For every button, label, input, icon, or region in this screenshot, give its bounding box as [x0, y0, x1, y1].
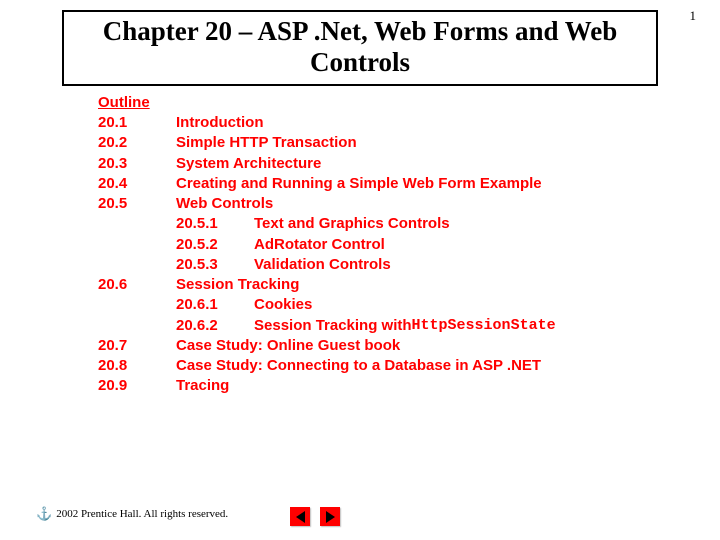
outline-item-label: System Architecture: [176, 154, 321, 174]
outline-item: 20.7Case Study: Online Guest book: [98, 336, 658, 356]
outline-item-label: Tracing: [176, 376, 229, 396]
outline-item: 20.6.2Session Tracking with HttpSessionS…: [98, 316, 658, 336]
outline-item: 20.5.3Validation Controls: [98, 255, 658, 275]
outline-item-label: Cookies: [254, 295, 312, 315]
outline-item-number: 20.6.1: [176, 295, 254, 315]
outline-item-label: Text and Graphics Controls: [254, 214, 450, 234]
outline-item: 20.8Case Study: Connecting to a Database…: [98, 356, 658, 376]
outline-item-label: Session Tracking with: [254, 316, 412, 336]
outline-item-label: Case Study: Online Guest book: [176, 336, 400, 356]
outline-item-number: 20.5: [98, 194, 176, 214]
title-box: Chapter 20 – ASP .Net, Web Forms and Web…: [62, 10, 658, 86]
prev-button[interactable]: [290, 507, 310, 526]
outline-item-number: 20.8: [98, 356, 176, 376]
outline-rows: 20.1Introduction20.2Simple HTTP Transact…: [98, 113, 658, 397]
outline-item: 20.9Tracing: [98, 376, 658, 396]
outline-item-label: Case Study: Connecting to a Database in …: [176, 356, 541, 376]
arrow-right-icon: [326, 511, 335, 523]
outline-item-number: 20.6.2: [176, 316, 254, 336]
outline-container: Outline 20.1Introduction20.2Simple HTTP …: [98, 94, 658, 397]
outline-item-number: 20.9: [98, 376, 176, 396]
outline-item-number: 20.5.1: [176, 214, 254, 234]
outline-item: 20.5.1Text and Graphics Controls: [98, 214, 658, 234]
outline-item-mono: HttpSessionState: [412, 316, 556, 336]
outline-item-number: 20.7: [98, 336, 176, 356]
outline-item-label: AdRotator Control: [254, 235, 385, 255]
outline-item: 20.1Introduction: [98, 113, 658, 133]
outline-item-label: Validation Controls: [254, 255, 391, 275]
outline-item: 20.6Session Tracking: [98, 275, 658, 295]
chapter-title: Chapter 20 – ASP .Net, Web Forms and Web…: [70, 16, 650, 78]
outline-item-number: 20.5.3: [176, 255, 254, 275]
outline-item-label: Simple HTTP Transaction: [176, 133, 357, 153]
outline-item: 20.5Web Controls: [98, 194, 658, 214]
outline-item-number: 20.5.2: [176, 235, 254, 255]
outline-item-number: 20.3: [98, 154, 176, 174]
next-button[interactable]: [320, 507, 340, 526]
outline-item-number: 20.4: [98, 174, 176, 194]
outline-item: 20.6.1Cookies: [98, 295, 658, 315]
page-number: 1: [690, 8, 697, 24]
outline-item-label: Introduction: [176, 113, 263, 133]
outline-item-number: 20.1: [98, 113, 176, 133]
outline-item: 20.2Simple HTTP Transaction: [98, 133, 658, 153]
outline-item: 20.3System Architecture: [98, 154, 658, 174]
anchor-icon: ⚓: [36, 506, 52, 522]
outline-item-number: 20.6: [98, 275, 176, 295]
outline-header: Outline: [98, 94, 658, 111]
outline-item: 20.5.2AdRotator Control: [98, 235, 658, 255]
outline-item-number: 20.2: [98, 133, 176, 153]
outline-item: 20.4Creating and Running a Simple Web Fo…: [98, 174, 658, 194]
copyright-text: 2002 Prentice Hall. All rights reserved.: [56, 508, 228, 520]
nav-buttons: [290, 507, 340, 526]
arrow-left-icon: [296, 511, 305, 523]
outline-item-label: Web Controls: [176, 194, 273, 214]
outline-item-label: Session Tracking: [176, 275, 299, 295]
footer: ⚓ 2002 Prentice Hall. All rights reserve…: [36, 506, 228, 522]
outline-item-label: Creating and Running a Simple Web Form E…: [176, 174, 542, 194]
